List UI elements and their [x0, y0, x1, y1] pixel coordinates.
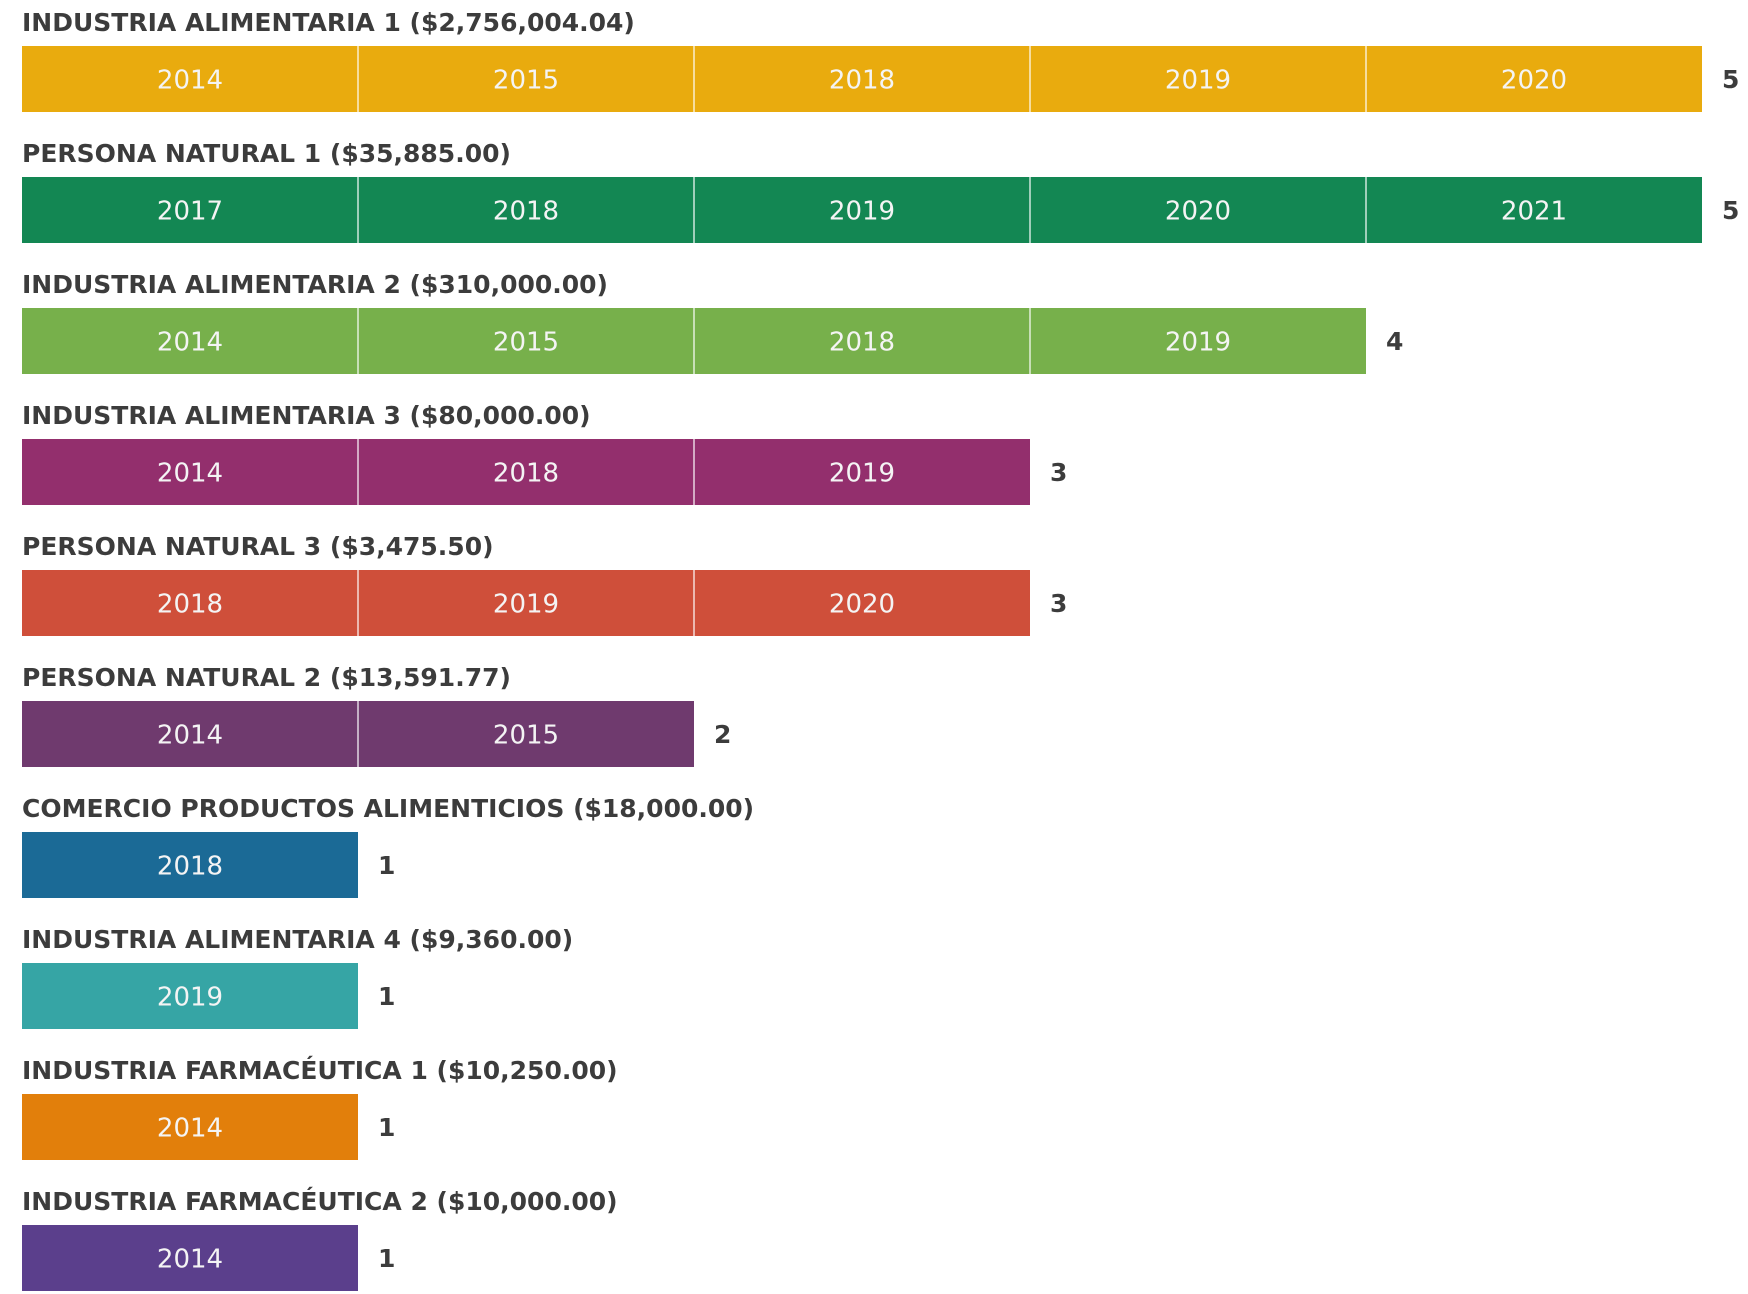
year-label: 2018 — [493, 459, 559, 489]
row-label: INDUSTRIA ALIMENTARIA 1 ($2,756,004.04) — [22, 8, 635, 37]
year-label: 2021 — [1501, 197, 1567, 227]
year-label: 2014 — [157, 328, 223, 358]
row-label: COMERCIO PRODUCTOS ALIMENTICIOS ($18,000… — [22, 794, 754, 823]
count-label: 3 — [1050, 458, 1067, 487]
row-label: PERSONA NATURAL 2 ($13,591.77) — [22, 663, 511, 692]
row-label: INDUSTRIA ALIMENTARIA 4 ($9,360.00) — [22, 925, 573, 954]
count-label: 3 — [1050, 589, 1067, 618]
bar — [22, 439, 1030, 505]
year-label: 2020 — [1165, 197, 1231, 227]
bar — [22, 177, 1702, 243]
bar — [22, 963, 358, 1029]
count-label: 5 — [1722, 196, 1739, 225]
count-label: 1 — [378, 1244, 395, 1273]
year-label: 2014 — [157, 1245, 223, 1275]
bar — [22, 570, 1030, 636]
count-label: 5 — [1722, 65, 1739, 94]
row-label: PERSONA NATURAL 1 ($35,885.00) — [22, 139, 511, 168]
row-label: INDUSTRIA ALIMENTARIA 3 ($80,000.00) — [22, 401, 591, 430]
year-label: 2018 — [829, 66, 895, 96]
year-label: 2019 — [157, 983, 223, 1013]
bar — [22, 832, 358, 898]
year-label: 2019 — [493, 590, 559, 620]
bar — [22, 46, 1702, 112]
year-label: 2014 — [157, 459, 223, 489]
year-label: 2019 — [1165, 328, 1231, 358]
year-label: 2014 — [157, 721, 223, 751]
year-label: 2014 — [157, 66, 223, 96]
year-label: 2018 — [157, 852, 223, 882]
count-label: 4 — [1386, 327, 1403, 356]
year-label: 2019 — [829, 197, 895, 227]
year-label: 2015 — [493, 721, 559, 751]
count-label: 1 — [378, 982, 395, 1011]
year-label: 2019 — [1165, 66, 1231, 96]
count-label: 2 — [714, 720, 731, 749]
year-label: 2018 — [493, 197, 559, 227]
year-label: 2019 — [829, 459, 895, 489]
year-label: 2014 — [157, 1114, 223, 1144]
year-label: 2015 — [493, 328, 559, 358]
row-label: PERSONA NATURAL 3 ($3,475.50) — [22, 532, 494, 561]
year-label: 2018 — [157, 590, 223, 620]
count-label: 1 — [378, 1113, 395, 1142]
year-label: 2018 — [829, 328, 895, 358]
count-label: 1 — [378, 851, 395, 880]
row-label: INDUSTRIA ALIMENTARIA 2 ($310,000.00) — [22, 270, 608, 299]
year-label: 2015 — [493, 66, 559, 96]
row-label: INDUSTRIA FARMACÉUTICA 1 ($10,250.00) — [22, 1056, 618, 1085]
bar — [22, 1094, 358, 1160]
year-label: 2017 — [157, 197, 223, 227]
row-label: INDUSTRIA FARMACÉUTICA 2 ($10,000.00) — [22, 1187, 618, 1216]
year-label: 2020 — [829, 590, 895, 620]
year-label: 2020 — [1501, 66, 1567, 96]
bar — [22, 1225, 358, 1291]
